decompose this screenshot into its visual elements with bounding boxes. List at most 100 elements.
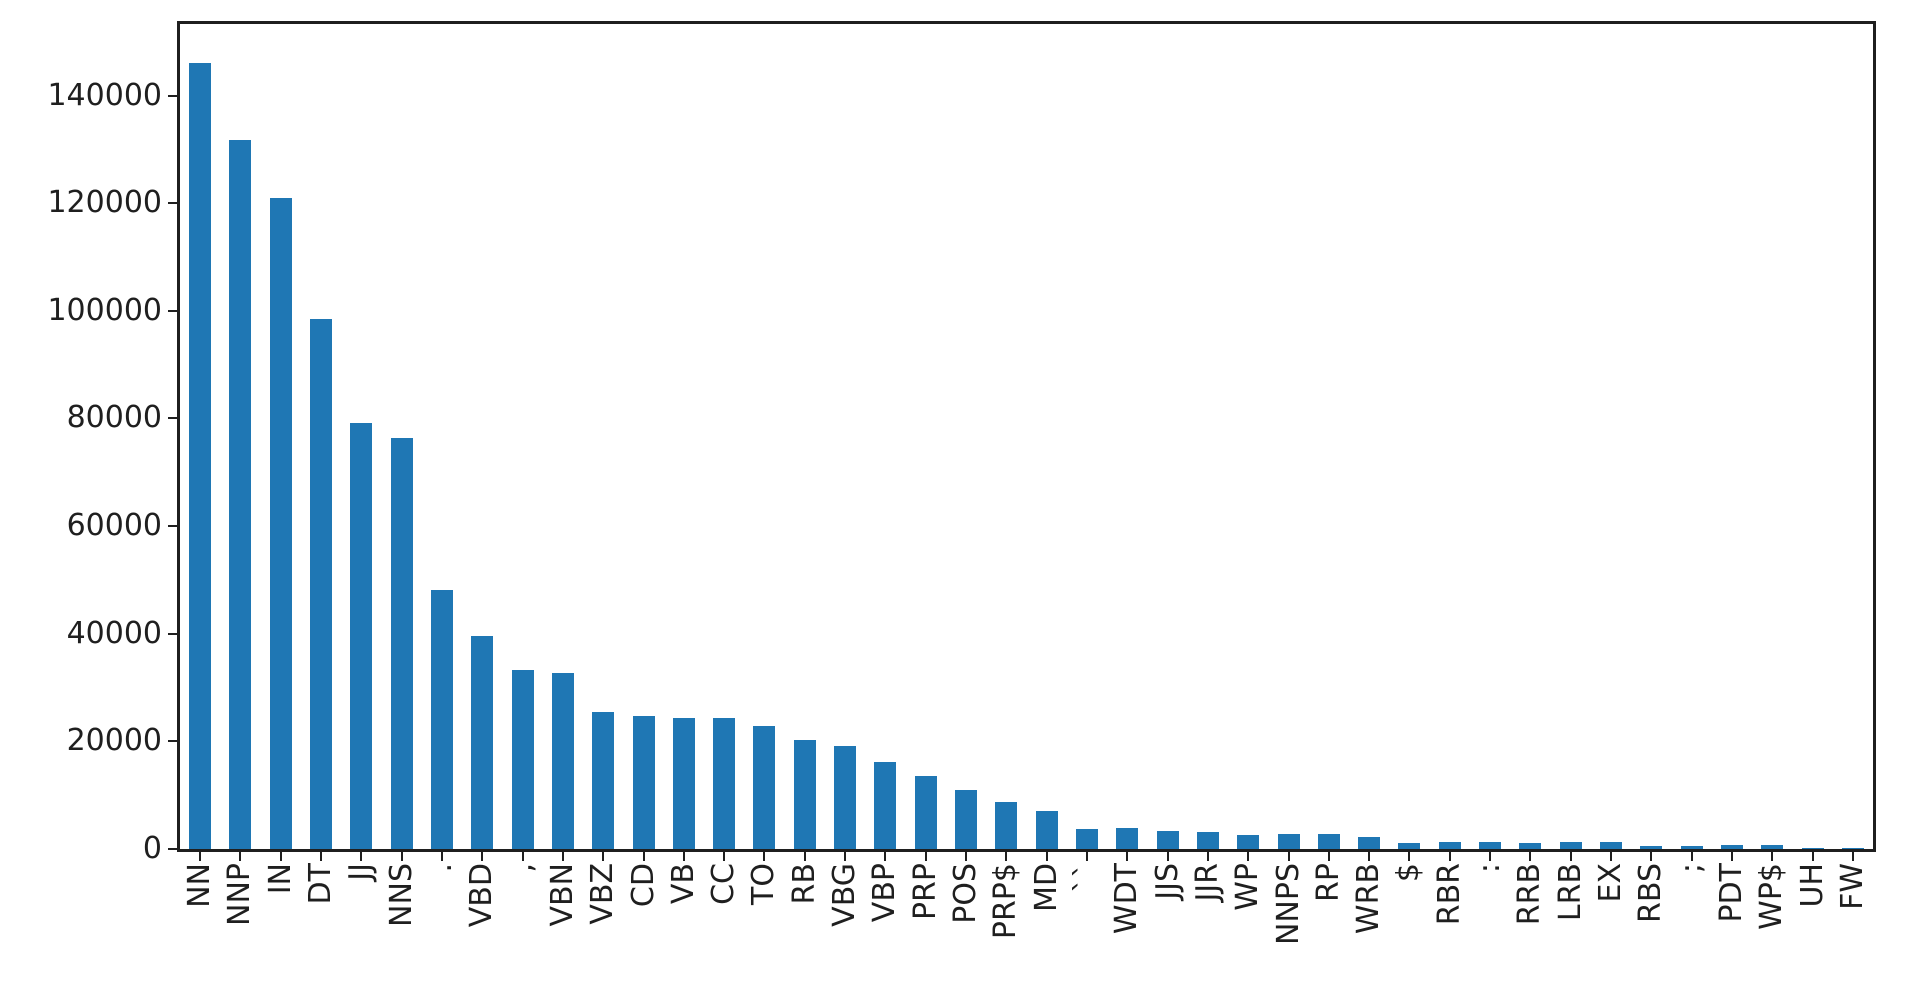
x-tick-label: FW <box>1834 863 1870 910</box>
x-tick <box>844 852 847 861</box>
x-tick <box>320 852 323 861</box>
bar <box>1075 829 1098 849</box>
bar <box>1841 848 1864 849</box>
x-tick <box>561 852 564 861</box>
bar <box>511 670 534 849</box>
y-tick <box>168 525 177 528</box>
y-tick <box>168 632 177 635</box>
x-tick-label: PRP <box>907 863 943 921</box>
x-tick <box>884 852 887 861</box>
bar <box>1801 848 1824 849</box>
x-tick <box>1045 852 1048 861</box>
bar <box>1398 843 1421 849</box>
y-tick-label: 100000 <box>47 292 162 328</box>
x-tick-label: TO <box>746 863 782 905</box>
x-tick <box>199 852 202 861</box>
x-tick <box>723 852 726 861</box>
x-tick-label: : <box>1472 863 1508 874</box>
y-tick-label: 40000 <box>66 615 162 651</box>
y-tick <box>168 740 177 743</box>
x-tick <box>279 852 282 861</box>
x-tick-label: RRB <box>1512 863 1548 926</box>
x-tick-label: CD <box>625 863 661 908</box>
x-tick-label: NNP <box>222 863 258 926</box>
bar <box>713 718 736 849</box>
x-tick <box>521 852 524 861</box>
bar <box>1599 842 1622 849</box>
x-tick <box>1489 852 1492 861</box>
x-tick <box>1811 852 1814 861</box>
x-tick <box>400 852 403 861</box>
bar <box>955 790 978 849</box>
x-tick <box>1730 852 1733 861</box>
x-tick-label: MD <box>1028 863 1064 912</box>
y-tick <box>168 309 177 312</box>
x-tick <box>1206 852 1209 861</box>
x-tick <box>1287 852 1290 861</box>
bar <box>1640 846 1663 849</box>
bar <box>1761 845 1784 849</box>
x-tick <box>1851 852 1854 861</box>
bar <box>914 776 937 849</box>
x-tick-label: VBD <box>464 863 500 928</box>
x-tick-label: IN <box>262 863 298 895</box>
bar <box>995 802 1018 849</box>
x-tick-label: JJS <box>1149 863 1185 900</box>
x-tick-label: NN <box>182 863 218 908</box>
bar <box>1317 834 1340 849</box>
bar <box>592 712 615 849</box>
x-tick <box>1529 852 1532 861</box>
x-tick <box>1650 852 1653 861</box>
x-tick-label: CC <box>706 863 742 905</box>
x-tick-label: VBG <box>827 863 863 927</box>
y-tick-label: 140000 <box>47 77 162 113</box>
x-tick-label: $ <box>1391 863 1427 883</box>
x-tick-label: . <box>424 863 459 873</box>
bar <box>269 198 292 849</box>
x-tick-label: `` <box>1068 863 1104 893</box>
x-tick-label: EX <box>1592 863 1628 903</box>
x-tick-label: RBS <box>1633 863 1669 923</box>
x-tick-label: JJ <box>343 863 379 881</box>
y-tick-label: 20000 <box>66 723 162 759</box>
x-tick-label: LRB <box>1552 863 1588 922</box>
bar <box>793 740 816 849</box>
bar <box>551 673 574 849</box>
x-tick-label: VBP <box>867 863 903 923</box>
x-tick <box>481 852 484 861</box>
bar <box>1116 828 1139 849</box>
y-tick-label: 120000 <box>47 185 162 221</box>
x-tick-label: VB <box>665 863 701 905</box>
bar <box>834 746 857 849</box>
right-spine <box>1873 21 1876 852</box>
y-tick-label: 80000 <box>66 400 162 436</box>
x-tick <box>965 852 968 861</box>
bar <box>1720 845 1743 849</box>
bar <box>1358 837 1381 849</box>
x-tick <box>924 852 927 861</box>
x-tick <box>1609 852 1612 861</box>
y-tick <box>168 202 177 205</box>
x-tick-label: VBZ <box>585 863 621 925</box>
bar <box>189 63 212 849</box>
x-tick-label: NNS <box>383 863 419 927</box>
x-tick-label: WDT <box>1109 863 1145 935</box>
x-tick <box>602 852 605 861</box>
bar <box>1438 842 1461 849</box>
bar <box>350 423 373 849</box>
bar <box>1237 835 1260 849</box>
top-spine <box>177 21 1876 24</box>
bar <box>431 590 453 849</box>
x-tick <box>803 852 806 861</box>
x-tick-label: PRP$ <box>988 863 1024 940</box>
x-tick <box>1005 852 1008 861</box>
bar <box>1479 842 1502 849</box>
bar <box>390 438 413 849</box>
x-tick-label: PDT <box>1713 863 1749 923</box>
x-tick-label: UH <box>1794 863 1830 908</box>
x-tick <box>360 852 363 861</box>
x-tick-label: POS <box>948 863 984 924</box>
bar <box>672 718 695 849</box>
x-tick <box>1085 852 1088 861</box>
